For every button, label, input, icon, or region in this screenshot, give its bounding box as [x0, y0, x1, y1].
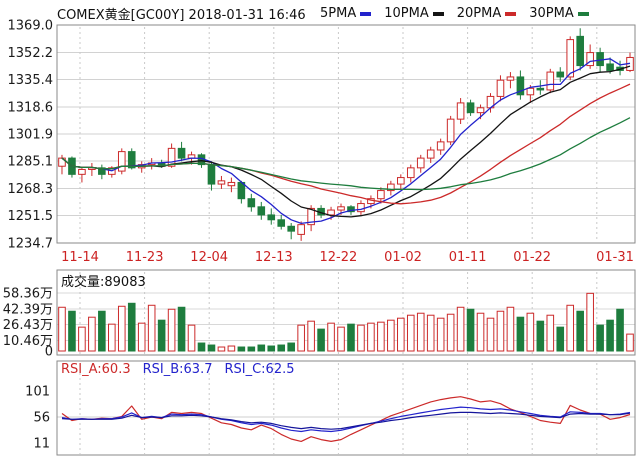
svg-text:1318.6: 1318.6 [8, 100, 54, 115]
svg-text:01-11: 01-11 [449, 250, 487, 265]
rsi-value-rsi_b: RSI_B:63.7 [142, 362, 213, 377]
legend-item-10pma: 10PMA [384, 6, 444, 21]
svg-text:11: 11 [33, 437, 50, 452]
legend-color-dash-icon [360, 11, 372, 16]
rsi-line-rsi_a [61, 396, 631, 442]
svg-text:01-22: 01-22 [513, 250, 551, 265]
rsi-values: RSI_A:60.3 RSI_B:63.7 RSI_C:62.5 [61, 362, 295, 377]
ma-line-30pma [61, 117, 631, 191]
svg-text:56: 56 [33, 411, 50, 426]
svg-text:1268.3: 1268.3 [8, 182, 54, 197]
main-y-axis-labels: 1369.0 1352.2 1335.4 1318.6 1301.9 1285.1 1268… [8, 19, 54, 252]
legend-label: 30PMA [529, 6, 574, 21]
panel-frames [56, 24, 636, 456]
svg-text:11-14: 11-14 [61, 250, 99, 265]
chart-title: COMEX黄金[GC00Y] 2018-01-31 16:46 [57, 8, 306, 23]
svg-text:1301.9: 1301.9 [8, 127, 54, 142]
legend-color-dash-icon [577, 11, 589, 16]
legend-item-5pma: 5PMA [320, 6, 372, 21]
svg-text:01-31: 01-31 [596, 250, 634, 265]
ma-lines [61, 58, 631, 225]
legend-item-20pma: 20PMA [457, 6, 517, 21]
volume-bars [58, 292, 634, 352]
rsi-y-axis-labels: 101 56 11 [25, 384, 50, 451]
candles [58, 28, 634, 241]
svg-text:11-23: 11-23 [126, 250, 164, 265]
legend-label: 10PMA [384, 6, 429, 21]
svg-text:42.39万: 42.39万 [3, 302, 53, 317]
svg-text:1352.2: 1352.2 [8, 46, 54, 61]
rsi-value-rsi_c: RSI_C:62.5 [224, 362, 295, 377]
legend-label: 20PMA [456, 6, 502, 21]
svg-text:12-22: 12-22 [320, 250, 358, 265]
svg-text:01-02: 01-02 [384, 250, 422, 265]
svg-text:0: 0 [45, 345, 53, 360]
legend-color-dash-icon [432, 11, 444, 16]
rsi-line-rsi_c [61, 411, 631, 430]
legend-color-dash-icon [505, 11, 517, 16]
rsi-value-rsi_a: RSI_A:60.3 [61, 362, 131, 377]
ma-legend: 5PMA 10PMA 20PMA 30PMA [320, 6, 589, 21]
legend-item-30pma: 30PMA [529, 6, 589, 21]
svg-text:1335.4: 1335.4 [8, 73, 54, 88]
svg-text:58.36万: 58.36万 [3, 286, 53, 301]
svg-text:12-04: 12-04 [190, 250, 228, 265]
svg-text:101: 101 [25, 384, 50, 399]
svg-text:12-13: 12-13 [255, 250, 293, 265]
svg-text:1251.5: 1251.5 [8, 209, 54, 224]
svg-text:1285.1: 1285.1 [8, 155, 54, 170]
svg-text:10.46万: 10.46万 [3, 334, 53, 349]
rsi-lines [61, 396, 631, 442]
date-axis-labels: 11-14 11-23 12-04 12-13 12-22 01-02 01-11 01-22… [61, 250, 634, 265]
svg-text:1369.0: 1369.0 [8, 19, 54, 34]
volume-title: 成交量:89083 [61, 275, 146, 290]
svg-text:1234.7: 1234.7 [8, 237, 54, 252]
svg-text:26.43万: 26.43万 [3, 318, 53, 333]
legend-label: 5PMA [320, 6, 357, 21]
gridlines [57, 27, 635, 454]
ma-line-5pma [61, 58, 631, 225]
